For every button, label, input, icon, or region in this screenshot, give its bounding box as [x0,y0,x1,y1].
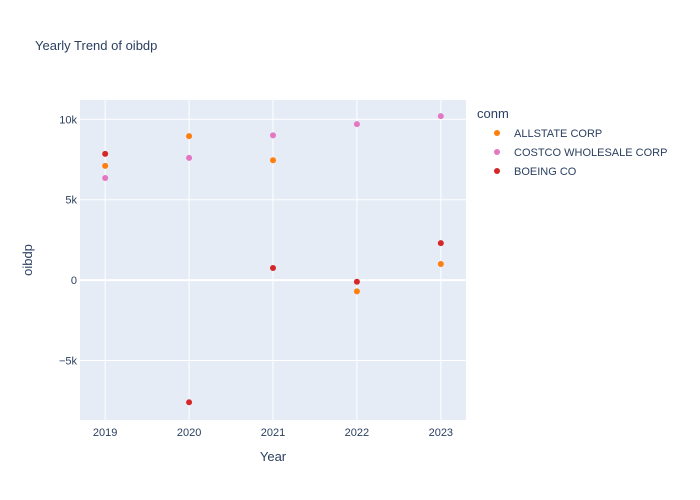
y-axis-label: oibdp [20,244,35,276]
y-tick-label: −5k [59,356,78,368]
legend-entry-label: BOEING CO [514,166,577,178]
gridlines [80,100,466,420]
data-point [186,133,193,140]
x-tick-label: 2021 [261,427,285,439]
data-point [102,162,109,169]
y-tick-label: 5k [65,195,77,207]
data-point [270,132,276,139]
legend: conm ALLSTATE CORP COSTCO WHOLESALE CORP B… [477,106,667,178]
y-axis-ticks: 10k 5k 0 −5k [59,114,78,367]
data-point [353,278,360,285]
x-tick-label: 2022 [345,427,369,439]
data-point [186,154,193,161]
data-points [102,113,444,406]
x-axis-label: Year [260,449,287,464]
data-point [437,240,444,247]
data-point [437,261,444,268]
chart-title: Yearly Trend of oibdp [35,38,157,53]
legend-entry-label: COSTCO WHOLESALE CORP [514,147,667,159]
legend-title: conm [477,106,509,121]
y-tick-label: 10k [59,114,77,126]
data-point [437,113,444,120]
legend-marker [494,130,500,136]
data-point [102,174,109,181]
x-tick-label: 2020 [177,427,201,439]
data-point [353,288,360,295]
x-tick-label: 2019 [93,427,117,439]
data-point [186,399,193,406]
x-tick-label: 2023 [429,427,453,439]
legend-marker [494,168,500,174]
data-point [270,157,276,164]
legend-marker [494,149,500,155]
x-axis-ticks: 2019 2020 2021 2022 2023 [93,427,453,439]
data-point [270,265,276,272]
legend-entry-label: ALLSTATE CORP [514,128,602,140]
data-point [353,121,360,128]
data-point [102,150,109,157]
y-tick-label: 0 [71,275,77,287]
